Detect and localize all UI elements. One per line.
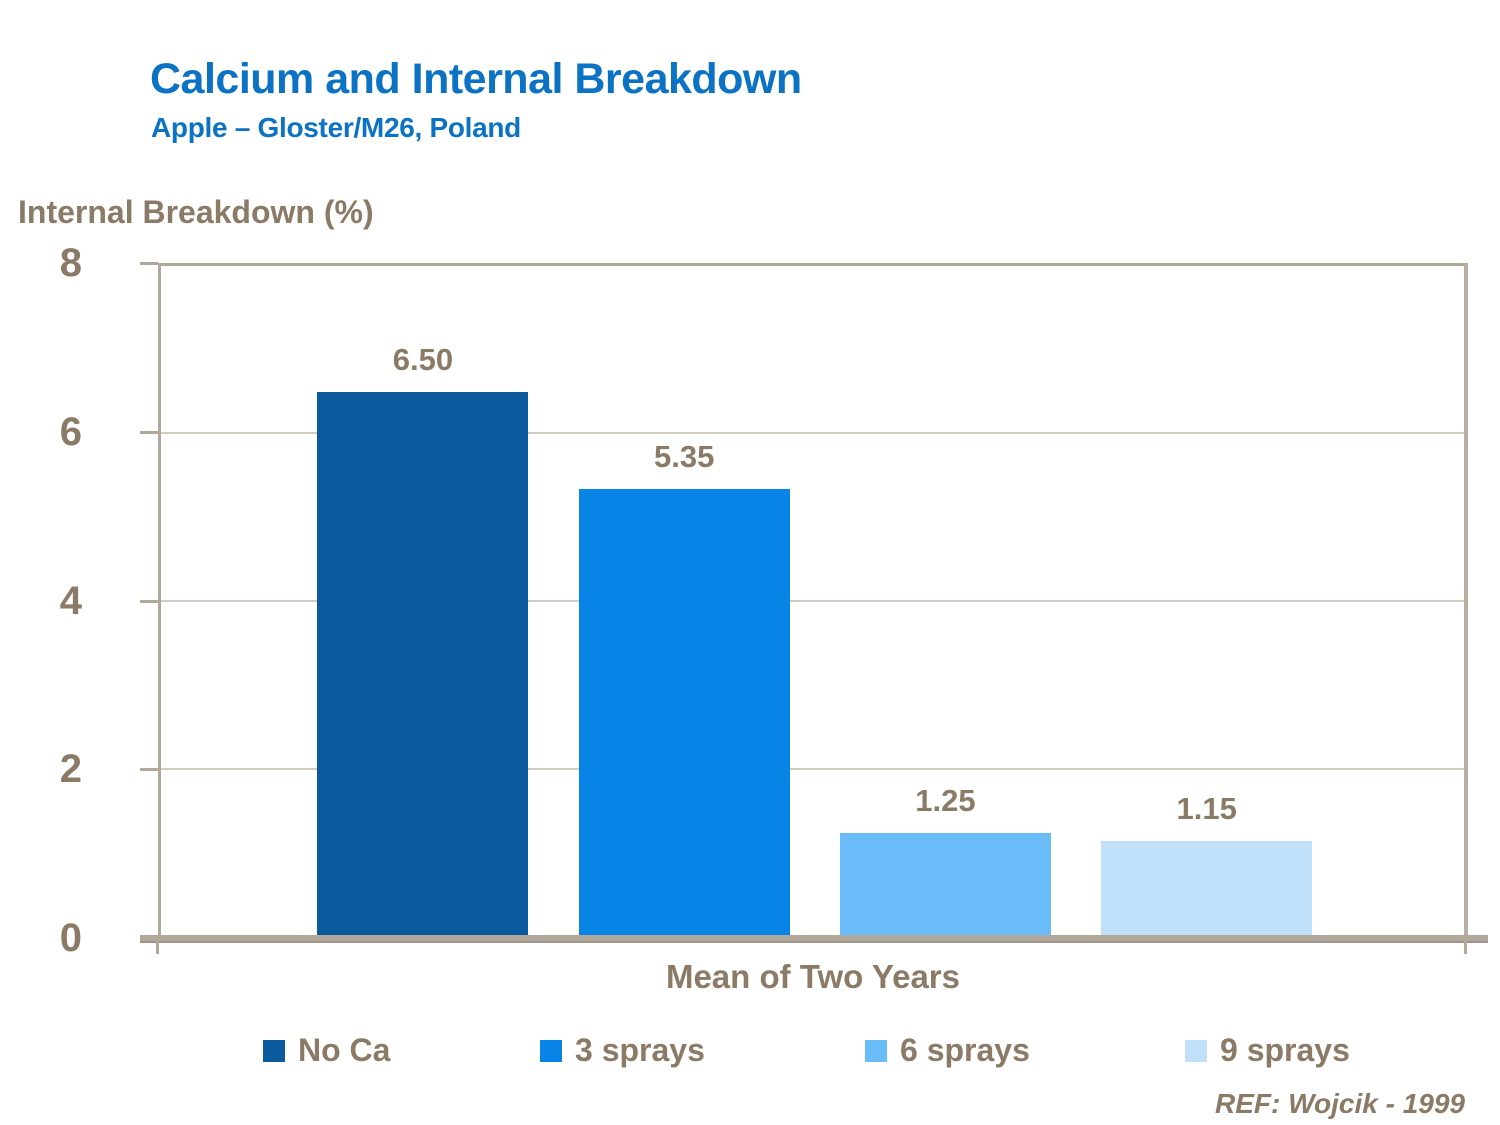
y-axis-ticks: 0 2 4 6 8 (0, 241, 158, 960)
y-tick-label-4: 4 (59, 578, 82, 623)
y-tick-label-2: 2 (59, 747, 82, 792)
x-axis-left-tick (156, 938, 159, 954)
x-axis-line (140, 935, 1488, 941)
legend-label: 6 sprays (900, 1032, 1030, 1068)
bar-value-label: 6.50 (392, 342, 454, 377)
chart-subtitle: Apple – Gloster/M26, Poland (151, 112, 521, 143)
x-axis-title: Mean of Two Years (665, 958, 961, 995)
y-tick-mark-8 (140, 262, 158, 265)
bar-9-sprays (1101, 841, 1313, 938)
y-tick-label-8: 8 (59, 241, 82, 285)
legend-item-6-sprays: 6 sprays (865, 1032, 1030, 1069)
legend-swatch-icon (540, 1039, 562, 1062)
legend-label: 3 sprays (575, 1032, 705, 1068)
gridline-4 (161, 600, 1464, 602)
reference-note: REF: Wojcik - 1999 (1214, 1088, 1465, 1119)
y-tick-mark-2 (140, 768, 158, 772)
legend-item-no-ca: No Ca (263, 1032, 390, 1069)
legend-swatch-icon (263, 1039, 285, 1062)
y-axis-title: Internal Breakdown (%) (18, 194, 374, 230)
legend-item-3-sprays: 3 sprays (540, 1032, 705, 1069)
y-tick-label-6: 6 (59, 409, 82, 454)
gridline-2 (161, 768, 1464, 770)
legend-label: No Ca (298, 1032, 391, 1068)
bar-value-label: 1.15 (1176, 791, 1237, 827)
y-tick-mark-4 (140, 599, 158, 603)
bar-no-ca (317, 392, 529, 938)
bar-value-label: 1.25 (915, 783, 976, 818)
legend-label: 9 sprays (1220, 1032, 1350, 1068)
legend-item-9-sprays: 9 sprays (1185, 1032, 1350, 1069)
bar-6-sprays (839, 833, 1051, 938)
y-tick-label-0: 0 (59, 916, 82, 960)
gridline-6 (161, 432, 1464, 434)
chart-title: Calcium and Internal Breakdown (150, 55, 802, 103)
bar-3-sprays (578, 488, 790, 938)
y-tick-mark-6 (140, 430, 158, 434)
legend: No Ca 3 sprays 6 sprays 9 sprays (0, 1032, 1500, 1080)
bar-value-label: 5.35 (653, 438, 715, 474)
plot-area: 6.50 5.35 1.25 1.15 (158, 263, 1468, 938)
x-axis-right-tick (1464, 938, 1467, 954)
legend-swatch-icon (865, 1039, 887, 1062)
legend-swatch-icon (1185, 1039, 1207, 1062)
